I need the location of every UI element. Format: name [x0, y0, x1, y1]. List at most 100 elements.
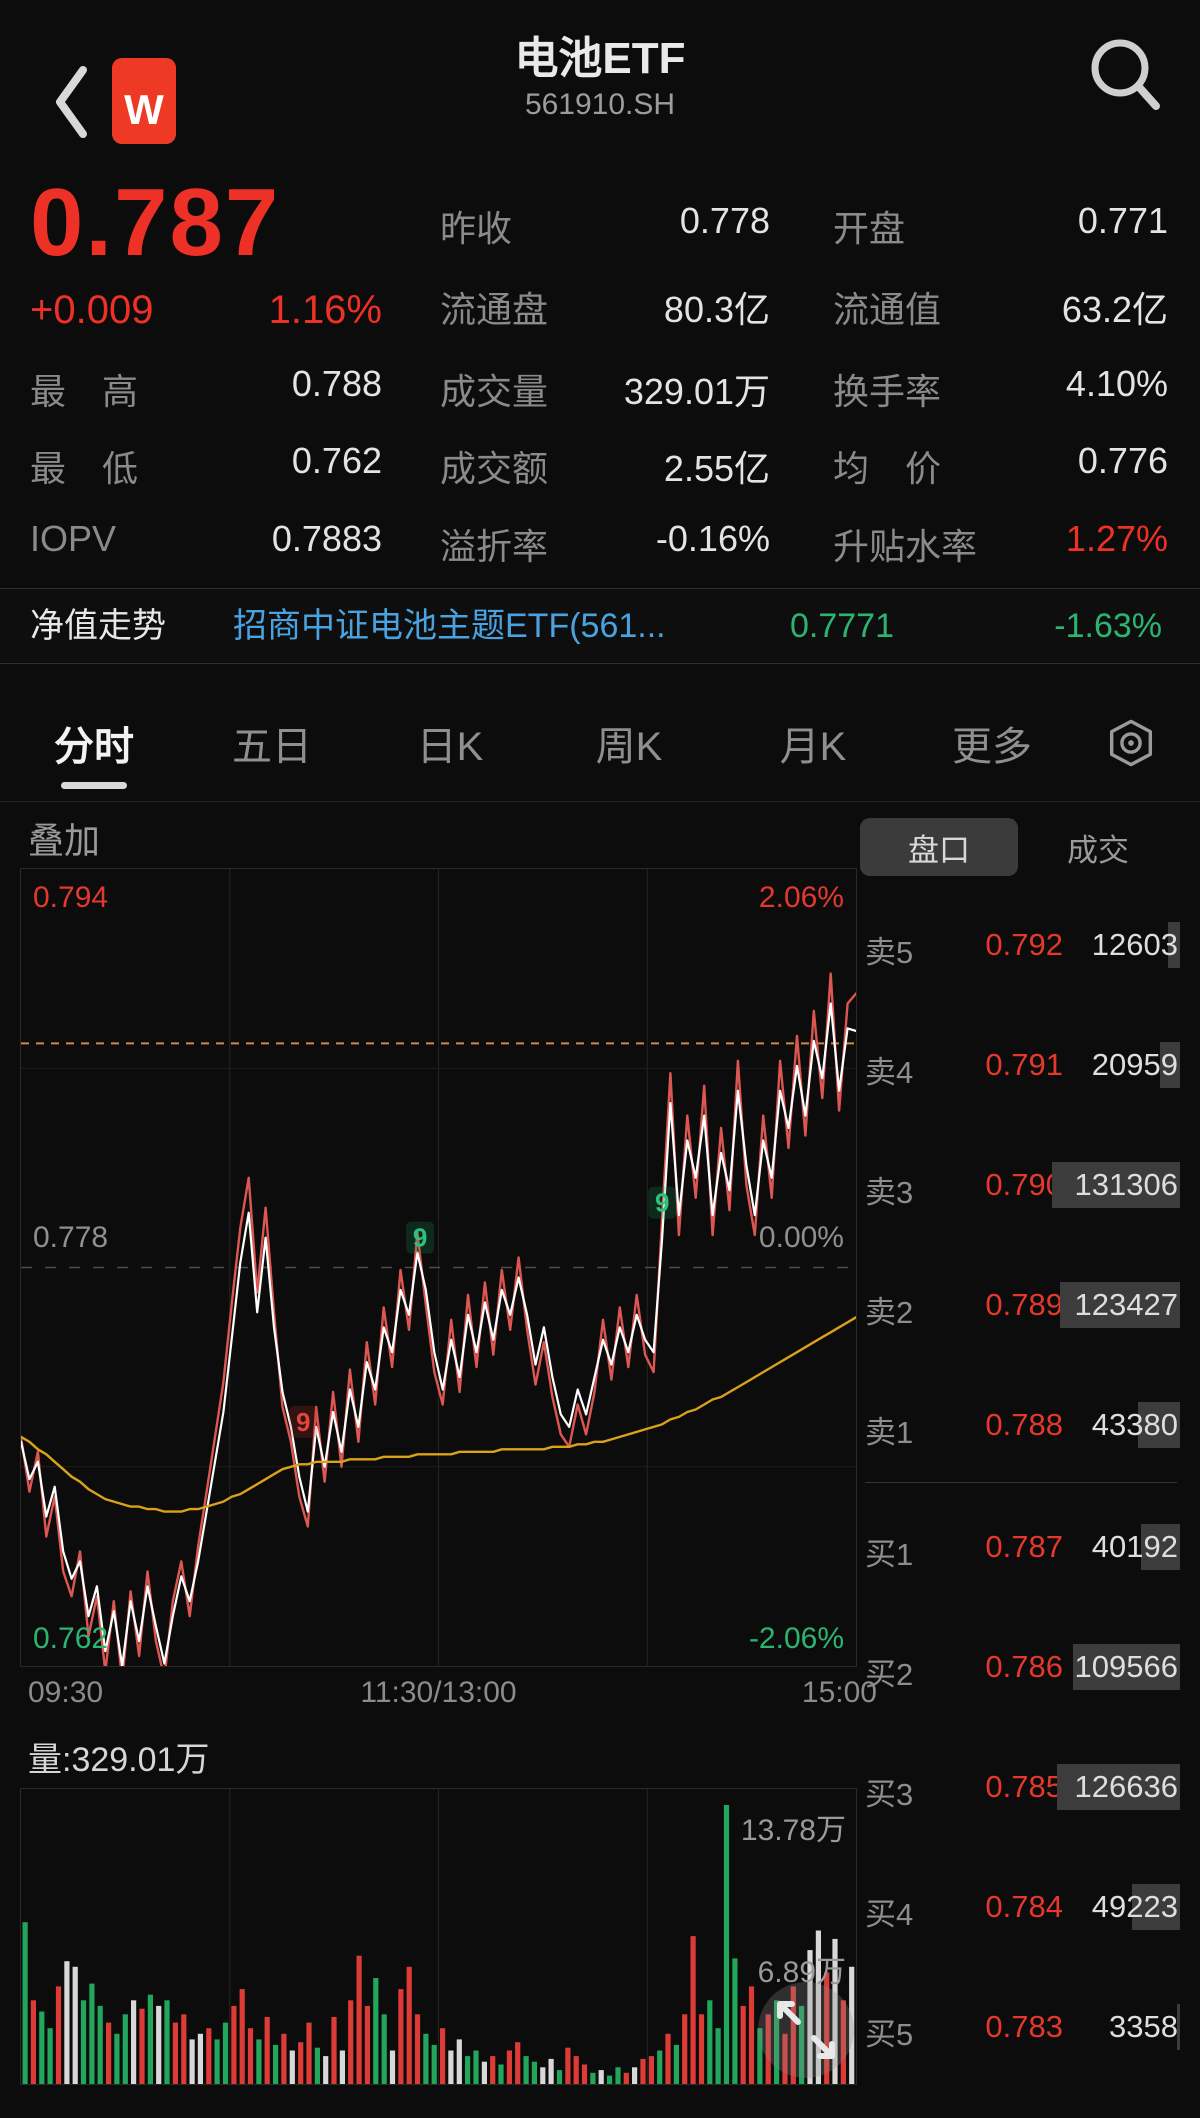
depth-bar — [1073, 1644, 1180, 1690]
level-price: 0.789 — [985, 1287, 1063, 1322]
level-label: 买5 — [865, 2017, 914, 2052]
level-volume: 109566 — [1074, 1649, 1178, 1684]
bid-row[interactable]: 买3 0.785 126636 — [865, 1757, 1180, 1817]
stat-label: 成交额 — [440, 448, 549, 489]
stat-label: 开盘 — [833, 208, 906, 249]
nav-banner-label: 净值走势 — [30, 607, 166, 645]
header: W 电池ETF 561910.SH — [0, 0, 1200, 150]
level-volume: 12603 — [1091, 927, 1178, 962]
level-volume: 123427 — [1074, 1287, 1178, 1322]
page-title: 电池ETF — [514, 34, 686, 83]
stat-label: 最 低 — [30, 448, 139, 489]
level-label: 卖4 — [865, 1055, 914, 1090]
level-price: 0.786 — [985, 1649, 1063, 1684]
depth-bar — [1168, 922, 1180, 968]
chart-tabs: 分时 五日 日K 周K 月K 更多 — [0, 690, 1200, 802]
level-label: 买3 — [865, 1777, 914, 1812]
wind-logo: W — [112, 58, 176, 144]
fund-link[interactable]: 招商中证电池主题ETF(561... — [233, 607, 666, 645]
stat-value: 63.2亿 — [1061, 289, 1168, 330]
stat-value: 329.01万 — [623, 371, 770, 412]
tab-trades[interactable]: 成交 — [1067, 832, 1129, 868]
level-volume: 3358 — [1109, 2009, 1178, 2044]
depth-bar — [1057, 1764, 1180, 1810]
level-label: 卖2 — [865, 1295, 914, 1330]
ask-row[interactable]: 卖5 0.792 12603 — [865, 915, 1180, 975]
level-mid-pct: 0.00% — [758, 1221, 844, 1254]
bid-row[interactable]: 买4 0.784 49223 — [865, 1877, 1180, 1937]
stat-value: 0.762 — [291, 440, 382, 481]
level-label: 买1 — [865, 1537, 914, 1572]
ask-row[interactable]: 卖1 0.788 43380 — [865, 1395, 1180, 1455]
level-volume: 20959 — [1091, 1047, 1178, 1082]
quote-last-price: 0.787 — [30, 169, 281, 276]
search-button[interactable] — [1082, 30, 1170, 122]
tab-five-day[interactable]: 五日 — [232, 725, 312, 769]
ask-row[interactable]: 卖3 0.790 131306 — [865, 1155, 1180, 1215]
ask-row[interactable]: 卖2 0.789 123427 — [865, 1275, 1180, 1335]
tab-minute[interactable]: 分时 — [54, 725, 134, 769]
stat-value: 0.7883 — [271, 518, 382, 559]
depth-bar — [1141, 1524, 1180, 1570]
stat-label: 流通值 — [833, 289, 942, 330]
fund-nav-pct: -1.63% — [1054, 607, 1162, 645]
stat-value: 0.788 — [291, 363, 382, 404]
overlay-button[interactable]: 叠加 — [28, 812, 100, 864]
level-volume: 40192 — [1091, 1529, 1178, 1564]
level-price: 0.792 — [985, 927, 1063, 962]
svg-text:9: 9 — [413, 1223, 427, 1253]
settings-icon — [1109, 719, 1153, 767]
time-axis: 11:30/13:00 09:30 15:00 — [0, 1676, 1200, 1720]
active-tab-underline — [61, 782, 127, 789]
time-tick-close: 15:00 — [801, 1676, 877, 1709]
level-label: 卖1 — [865, 1415, 914, 1450]
level-label: 卖3 — [865, 1175, 914, 1210]
level-price: 0.788 — [985, 1407, 1063, 1442]
level-volume: 126636 — [1074, 1769, 1178, 1804]
svg-text:9: 9 — [655, 1188, 669, 1218]
level-volume: 49223 — [1091, 1889, 1178, 1924]
nav-banner: 净值走势 招商中证电池主题ETF(561... 0.7771 -1.63% — [0, 588, 1200, 664]
stat-value: 0.776 — [1077, 440, 1168, 481]
price-chart[interactable]: 9 9 9 0.794 2.06% 0.778 0.00% 0.762 -2.06% — [20, 868, 857, 1667]
bid-row[interactable]: 买1 0.787 40192 — [865, 1517, 1180, 1577]
expand-icon — [777, 2001, 835, 2059]
tab-order-book[interactable]: 盘口 — [860, 818, 1018, 876]
time-tick-open: 09:30 — [28, 1676, 104, 1709]
stat-label: 昨收 — [440, 208, 513, 249]
volume-chart[interactable]: 13.78万 6.89万 — [20, 1788, 857, 2085]
stat-label: 成交量 — [440, 371, 549, 412]
depth-bar — [1160, 1042, 1180, 1088]
stat-label: 均 价 — [833, 448, 942, 489]
level-mid-price: 0.778 — [33, 1221, 109, 1254]
bid-row[interactable]: 买5 0.783 3358 — [865, 1997, 1180, 2057]
fund-nav-value: 0.7771 — [790, 607, 894, 645]
stat-value: 1.27% — [1065, 518, 1168, 559]
level-price: 0.784 — [985, 1889, 1063, 1924]
tab-monthly-k[interactable]: 月K — [779, 725, 847, 769]
orderbook-panel: 盘口 成交 卖5 0.792 12603 卖4 0.791 20959 卖3 0.790 131… — [860, 810, 1200, 2118]
tab-weekly-k[interactable]: 周K — [595, 725, 663, 769]
level-label: 买4 — [865, 1897, 914, 1932]
level-low-pct: -2.06% — [748, 1622, 844, 1655]
bid-row[interactable]: 买2 0.786 109566 — [865, 1637, 1180, 1697]
stat-value: 4.10% — [1065, 363, 1168, 404]
stat-label: 升贴水率 — [833, 526, 978, 567]
level-volume: 43380 — [1091, 1407, 1178, 1442]
level-high-price: 0.794 — [33, 881, 109, 914]
depth-bar — [1138, 1402, 1180, 1448]
back-button[interactable] — [50, 60, 94, 144]
level-price: 0.783 — [985, 2009, 1063, 2044]
ask-row[interactable]: 卖4 0.791 20959 — [865, 1035, 1180, 1095]
settings-button[interactable] — [1106, 718, 1156, 768]
level-label: 卖5 — [865, 935, 914, 970]
search-icon — [1091, 39, 1160, 110]
back-icon — [56, 66, 87, 138]
tab-more[interactable]: 更多 — [952, 725, 1032, 769]
volume-pane-label: 量:329.01万 — [28, 1741, 210, 1779]
expand-chart-button[interactable] — [758, 1982, 854, 2078]
tab-daily-k[interactable]: 日K — [416, 725, 484, 769]
level-volume: 131306 — [1074, 1167, 1178, 1202]
stat-label: 最 高 — [30, 371, 139, 412]
